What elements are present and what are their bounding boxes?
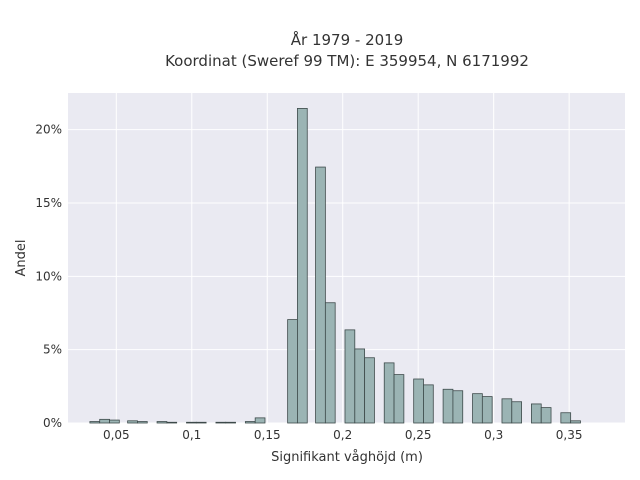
histogram-bar (393, 374, 405, 424)
histogram-bar (315, 166, 326, 424)
histogram-bar (383, 362, 395, 424)
histogram-bar (195, 421, 207, 424)
chart-title-line2: Koordinat (Sweref 99 TM): E 359954, N 61… (165, 52, 529, 70)
histogram-bar (531, 403, 542, 424)
x-tick-label: 0,1 (182, 428, 201, 442)
bars (89, 108, 581, 424)
histogram-bar (423, 384, 434, 424)
histogram-bar (127, 420, 138, 424)
histogram-bar (364, 357, 375, 424)
histogram-bar (166, 421, 178, 424)
y-tick-labels: 0% 5% 10% 15% 20% (35, 123, 62, 430)
x-tick-label: 0,15 (254, 428, 281, 442)
histogram-bar (244, 421, 256, 424)
histogram-bar (89, 421, 101, 424)
histogram-bar (560, 412, 572, 424)
histogram-bar (324, 302, 336, 424)
x-tick-label: 0,25 (405, 428, 432, 442)
x-tick-label: 0,3 (484, 428, 503, 442)
y-tick-label: 0% (43, 416, 62, 430)
chart-title-line1: År 1979 - 2019 (291, 30, 404, 49)
x-tick-labels: 0,05 0,1 0,15 0,2 0,25 0,3 0,35 (103, 428, 583, 442)
x-tick-label: 0,35 (556, 428, 583, 442)
y-tick-label: 15% (35, 196, 62, 210)
histogram-bar (297, 108, 308, 424)
histogram-bar (287, 319, 298, 424)
histogram-bar (442, 388, 454, 424)
y-tick-label: 5% (43, 343, 62, 357)
histogram-bar (354, 348, 366, 424)
y-tick-label: 20% (35, 123, 62, 137)
histogram-bar (501, 398, 513, 424)
histogram-bar (254, 417, 266, 424)
histogram-bar (186, 421, 197, 424)
y-axis-title: Andel (14, 240, 29, 277)
histogram-bar (156, 421, 168, 424)
histogram-bar (511, 401, 523, 424)
x-tick-label: 0,05 (103, 428, 130, 442)
histogram-bar (225, 421, 236, 424)
histogram-bar (452, 390, 464, 424)
histogram-bar (344, 329, 356, 424)
histogram-bar (99, 418, 110, 424)
histogram-bar (540, 407, 552, 424)
histogram-bar (109, 419, 120, 424)
histogram-bar (137, 421, 148, 424)
histogram-bar (570, 420, 581, 424)
y-tick-label: 10% (35, 269, 62, 283)
x-axis-title: Signifikant våghöjd (m) (271, 450, 423, 465)
x-tick-label: 0,2 (333, 428, 352, 442)
histogram-bar (481, 396, 493, 424)
histogram-bar (472, 393, 483, 424)
histogram-bar (215, 421, 227, 424)
histogram-bar (413, 378, 424, 424)
